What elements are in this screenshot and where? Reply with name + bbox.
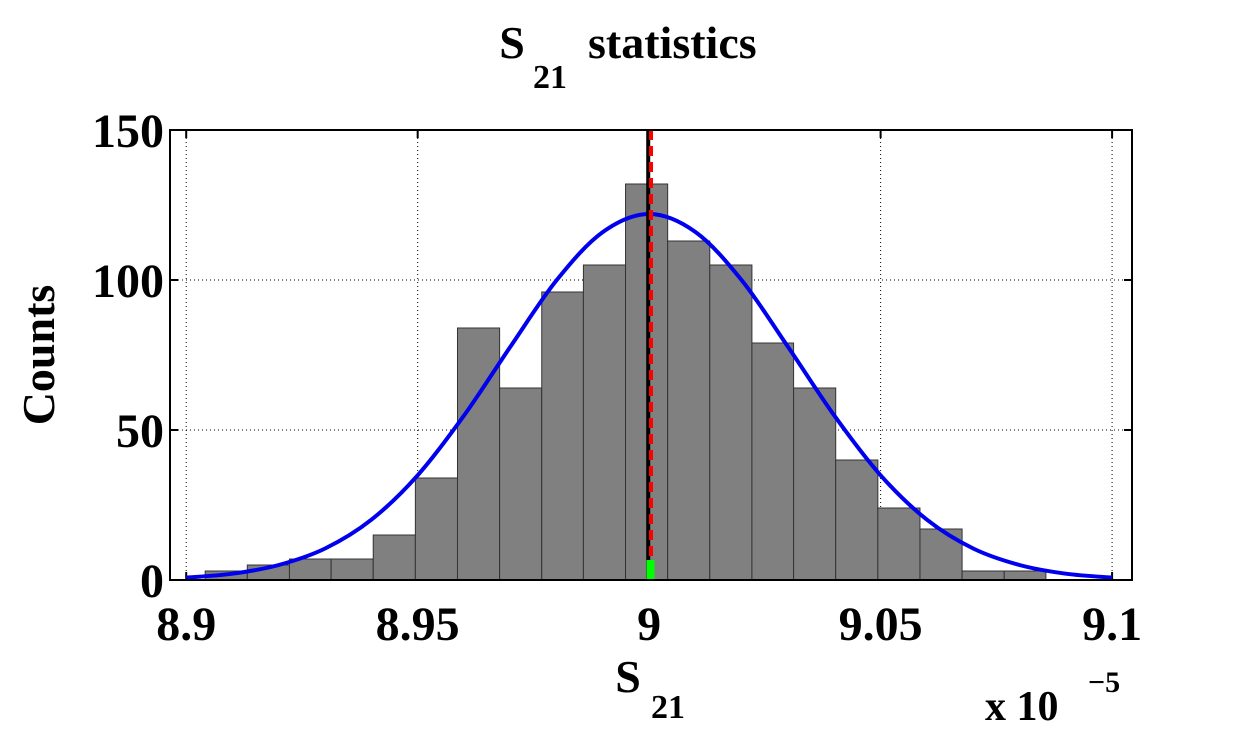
- x-tick-label: 9: [637, 598, 661, 651]
- y-tick-label: 50: [116, 405, 164, 458]
- bar: [330, 558, 374, 581]
- bar: [751, 342, 795, 581]
- bar: [793, 387, 837, 581]
- chart-title: S: [499, 17, 525, 68]
- bar: [961, 570, 1005, 581]
- x-axis-label: S: [615, 651, 641, 702]
- bar: [541, 291, 584, 581]
- x-axis-label-subscript: 21: [651, 689, 685, 726]
- y-tick-label: 100: [92, 255, 164, 308]
- x-tick-label: 9.05: [839, 598, 923, 651]
- y-tick-label: 150: [92, 105, 164, 158]
- bar: [582, 264, 627, 581]
- bar: [288, 558, 332, 581]
- bar: [877, 507, 921, 581]
- bar: [414, 477, 458, 581]
- marker: [646, 560, 655, 580]
- bar: [709, 264, 753, 581]
- bar: [456, 327, 501, 581]
- bar: [372, 534, 416, 581]
- bar: [667, 240, 711, 581]
- chart-title-rest: statistics: [588, 17, 757, 68]
- chart-title-subscript: 21: [533, 59, 567, 96]
- bar: [499, 387, 543, 581]
- bar: [835, 459, 879, 581]
- x-multiplier-exponent: −5: [1088, 666, 1120, 699]
- y-tick-label: 0: [140, 555, 164, 608]
- x-tick-label: 8.9: [156, 598, 216, 651]
- x-tick-label: 8.95: [376, 598, 460, 651]
- bar: [919, 528, 963, 581]
- y-axis-label: Counts: [13, 285, 64, 426]
- x-multiplier: x 10: [985, 684, 1059, 729]
- bar: [1003, 570, 1047, 581]
- plot-frame: [169, 129, 1133, 581]
- x-tick-label: 9.1: [1082, 598, 1142, 651]
